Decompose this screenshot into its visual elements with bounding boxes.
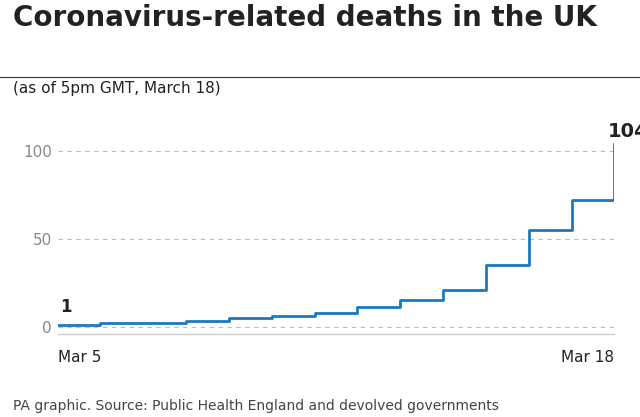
Text: Mar 5: Mar 5 xyxy=(58,350,101,365)
Text: PA graphic. Source: Public Health England and devolved governments: PA graphic. Source: Public Health Englan… xyxy=(13,399,499,413)
Text: 104: 104 xyxy=(608,122,640,141)
Text: Coronavirus-related deaths in the UK: Coronavirus-related deaths in the UK xyxy=(13,4,596,32)
Text: (as of 5pm GMT, March 18): (as of 5pm GMT, March 18) xyxy=(13,81,220,96)
Text: Mar 18: Mar 18 xyxy=(561,350,614,365)
Text: 1: 1 xyxy=(60,298,71,316)
